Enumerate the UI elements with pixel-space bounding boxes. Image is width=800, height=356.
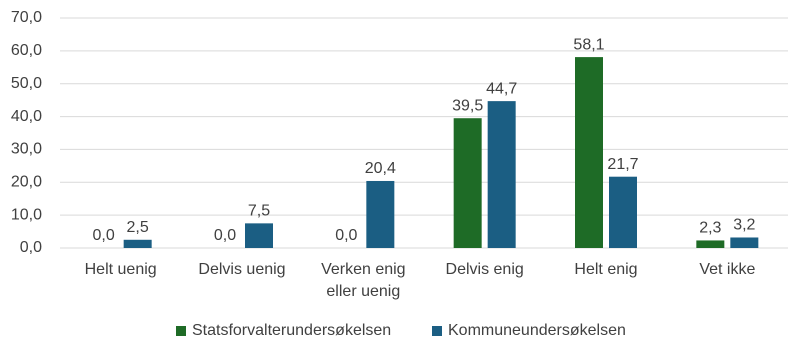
y-tick-label: 30,0	[11, 141, 42, 158]
value-label: 58,1	[573, 36, 604, 53]
bar	[366, 180, 395, 248]
value-label: 0,0	[214, 227, 236, 244]
y-tick-label: 70,0	[11, 9, 42, 26]
bar	[245, 223, 273, 248]
legend-label: Kommuneundersøkelsen	[448, 322, 626, 339]
value-label: 20,4	[365, 160, 396, 177]
value-label: 39,5	[452, 97, 483, 114]
legend-label: Statsforvalterundersøkelsen	[192, 322, 391, 339]
bar	[730, 237, 759, 248]
y-tick-label: 20,0	[11, 174, 42, 191]
x-tick-label: Helt enig	[574, 261, 638, 278]
x-tick-label: Helt uenig	[84, 261, 157, 278]
value-label: 2,5	[127, 219, 149, 236]
value-label: 0,0	[335, 227, 357, 244]
y-tick-label: 10,0	[11, 206, 42, 223]
bar	[123, 239, 152, 248]
x-tick-label: Delvis uenig	[198, 261, 286, 278]
value-label: 3,2	[733, 217, 755, 234]
value-label: 44,7	[486, 80, 517, 97]
legend-swatch	[176, 326, 186, 336]
x-tick-label: Verken enig eller uenig	[321, 261, 406, 300]
x-tick-label: Delvis enig	[445, 261, 524, 278]
y-tick-label: 40,0	[11, 108, 42, 125]
value-label: 7,5	[248, 203, 270, 220]
legend-swatch	[432, 326, 442, 336]
y-tick-label: 0,0	[20, 239, 42, 256]
bar	[453, 118, 482, 248]
bar	[609, 176, 637, 248]
bar	[575, 57, 603, 248]
value-label: 0,0	[93, 227, 115, 244]
value-label: 2,3	[699, 220, 721, 237]
value-label: 21,7	[607, 156, 638, 173]
y-tick-label: 50,0	[11, 75, 42, 92]
y-tick-label: 60,0	[11, 42, 42, 59]
x-tick-label: Vet ikke	[699, 261, 756, 278]
bar	[487, 101, 516, 248]
bar	[696, 240, 725, 248]
